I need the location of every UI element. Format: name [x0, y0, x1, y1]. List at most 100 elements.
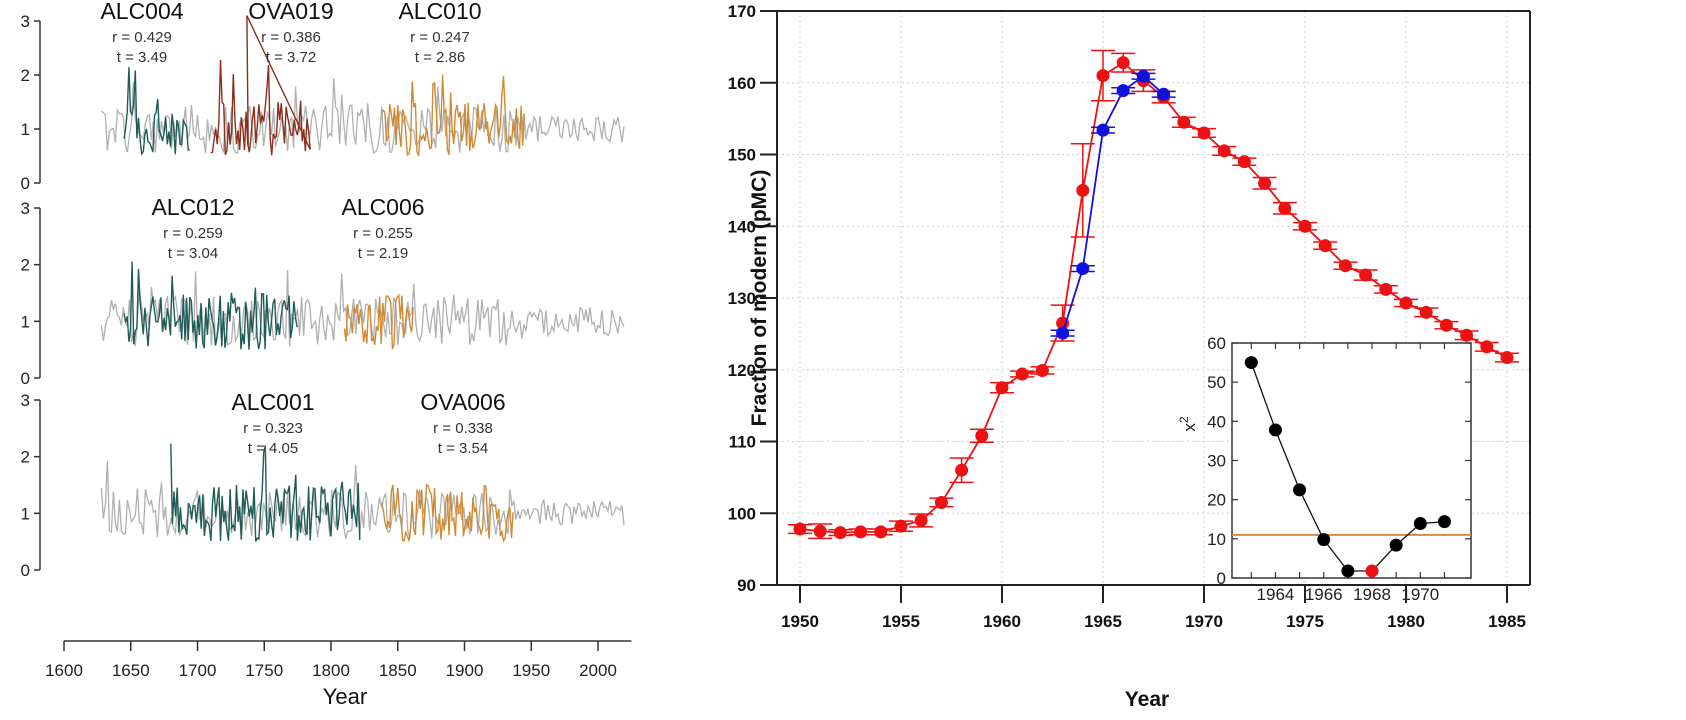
right-x-tick-label: 1975	[1286, 612, 1324, 631]
data-point-red	[1197, 126, 1211, 140]
inset-y-tick-label: 40	[1207, 412, 1226, 431]
data-point-blue	[1096, 123, 1110, 137]
inset-y-tick-label: 20	[1207, 491, 1226, 510]
left-x-tick-label: 1900	[446, 661, 484, 680]
series-label-r: r = 0.386	[261, 29, 321, 46]
series-label-name: ALC004	[100, 0, 183, 24]
right-x-tick-label: 1955	[882, 612, 920, 631]
inset-y-tick-label: 0	[1217, 569, 1226, 588]
series-label-r: r = 0.247	[410, 29, 470, 46]
inset-y-axis-title-sup: 2	[1177, 416, 1191, 423]
series-label-name: ALC010	[398, 0, 481, 24]
series-label-r: r = 0.323	[243, 420, 303, 437]
data-point-red	[1116, 56, 1130, 70]
series-label-r: r = 0.259	[163, 225, 223, 242]
inset-y-axis-title-base: x	[1180, 423, 1199, 432]
series-label-name: OVA019	[248, 0, 333, 24]
inset-data-point	[1268, 423, 1282, 437]
inset-y-tick-label: 30	[1207, 452, 1226, 471]
series-line-alc004	[123, 67, 190, 156]
inset-data-point	[1293, 483, 1307, 497]
left-x-tick-label: 1850	[379, 661, 417, 680]
series-label-r: r = 0.255	[353, 225, 413, 242]
right-y-tick-label: 120	[728, 361, 756, 380]
left-x-tick-label: 2000	[579, 661, 617, 680]
inset-data-point	[1317, 533, 1331, 547]
data-point-red	[1298, 219, 1312, 233]
data-point-red	[1177, 115, 1191, 129]
data-point-red	[955, 463, 969, 477]
data-point-red	[1237, 155, 1251, 169]
data-point-red	[975, 429, 989, 443]
data-point-red	[793, 522, 807, 536]
left-x-axis-title: Year	[323, 684, 367, 709]
data-point-red	[874, 525, 888, 539]
data-point-blue	[1116, 84, 1130, 98]
inset-x-tick-label: 1968	[1353, 585, 1391, 604]
series-line-alc010	[381, 74, 525, 157]
inset-x-tick-label: 1966	[1305, 585, 1343, 604]
data-point-red	[1015, 367, 1029, 381]
right-y-tick-label: 170	[728, 2, 756, 21]
data-point-red	[934, 495, 948, 509]
data-point-red	[1035, 363, 1049, 377]
series-line-alc006	[343, 293, 414, 350]
left-y-tick-label: 1	[21, 312, 30, 331]
inset-data-point-minimum	[1365, 564, 1379, 578]
right-y-tick-label: 90	[737, 576, 756, 595]
left-y-tick-label: 3	[21, 12, 30, 31]
left-panel-2: 0 1 2 3 ALC012 r = 0.259 t = 3.04 ALC006 r = 0.2…	[21, 194, 625, 388]
left-y-tick-label: 2	[21, 448, 30, 467]
data-point-blue	[1157, 87, 1171, 101]
data-point-red	[1399, 296, 1413, 310]
series-line-blue	[1061, 75, 1165, 334]
right-y-tick-label: 160	[728, 74, 756, 93]
left-x-tick-label: 1650	[112, 661, 150, 680]
left-x-tick-label: 1600	[45, 661, 83, 680]
right-y-tick-label: 100	[728, 504, 756, 523]
series-label-r: r = 0.338	[433, 420, 493, 437]
data-point-red	[1460, 328, 1474, 342]
inset-data-point	[1413, 517, 1427, 531]
inset-y-tick-label: 50	[1207, 373, 1226, 392]
right-y-tick-label: 110	[729, 433, 756, 452]
data-point-red	[854, 525, 868, 539]
inset-x-tick-label: 1964	[1257, 585, 1295, 604]
left-panel-1: 0 1 2 3 ALC004 r = 0.429 t = 3.49 OVA019 r = 0.3…	[21, 0, 625, 193]
data-point-red	[1217, 144, 1231, 158]
series-label-t: t = 4.05	[248, 440, 298, 457]
inset-data-point	[1437, 515, 1451, 529]
data-point-red	[1359, 268, 1373, 282]
left-x-tick-label: 1800	[312, 661, 350, 680]
series-label-t: t = 2.19	[358, 245, 408, 262]
right-x-tick-label: 1960	[983, 612, 1021, 631]
series-label-name: ALC006	[341, 194, 424, 220]
data-point-red	[1318, 239, 1332, 253]
data-point-red	[894, 519, 908, 533]
left-x-tick-label: 1700	[179, 661, 217, 680]
left-x-axis: 1600 1650 1700 1750 1800 1850 1900 1950 2000	[45, 640, 632, 680]
data-point-red	[1278, 201, 1292, 215]
series-label-name: ALC001	[231, 389, 314, 415]
inset-frame	[1231, 342, 1472, 579]
right-y-tick-label: 140	[728, 217, 756, 236]
series-label-r: r = 0.429	[112, 29, 172, 46]
series-label-t: t = 3.54	[438, 440, 488, 457]
right-x-tick-label: 1965	[1084, 612, 1122, 631]
right-y-axis-title: Fraction of modern (pMC)	[748, 170, 771, 427]
left-x-tick-label: 1950	[512, 661, 550, 680]
right-x-tick-label: 1985	[1488, 612, 1526, 631]
data-point-red	[1500, 351, 1514, 365]
left-y-tick-label: 0	[21, 174, 30, 193]
inset-data-point	[1244, 356, 1258, 370]
data-point-red	[1338, 259, 1352, 273]
series-line-ova006	[381, 483, 514, 543]
right-y-tick-label: 150	[728, 146, 756, 165]
data-point-red	[833, 526, 847, 540]
inset-data-point	[1389, 538, 1403, 552]
data-point-blue	[1056, 326, 1070, 340]
right-x-tick-label: 1950	[781, 612, 819, 631]
data-point-blue	[1136, 69, 1150, 83]
